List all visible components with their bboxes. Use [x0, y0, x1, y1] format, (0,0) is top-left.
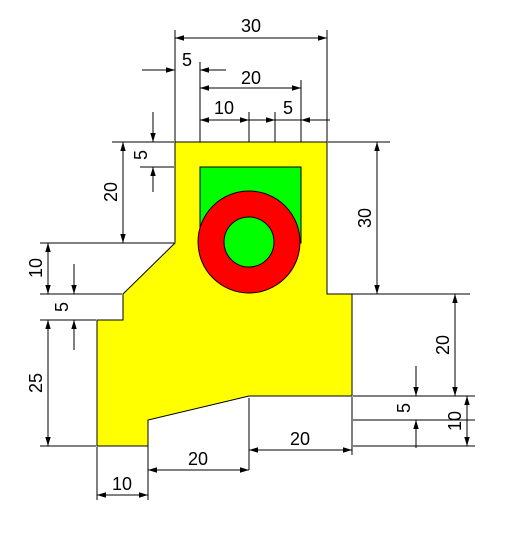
- dim-pocket-right: 5: [283, 98, 293, 118]
- dim-left-offset: 5: [182, 50, 192, 70]
- dim-pocket-width: 20: [241, 68, 261, 88]
- dim-left-lower: 25: [26, 373, 46, 393]
- dimension-lines: [45, 35, 475, 498]
- dim-right-step: 5: [394, 403, 414, 413]
- dim-right-lower: 20: [433, 335, 453, 355]
- dim-bottom-mid: 20: [188, 449, 208, 469]
- dim-chamfer-drop: 10: [26, 258, 46, 278]
- dim-step-height: 5: [52, 302, 72, 312]
- dim-right-bottom: 10: [445, 411, 465, 431]
- hole: [223, 216, 275, 268]
- dim-bottom-right: 20: [290, 429, 310, 449]
- dim-bottom-left: 10: [112, 474, 132, 494]
- dim-top-width: 30: [241, 16, 261, 36]
- dim-pocket-top: 5: [131, 150, 151, 160]
- dim-right-upper: 30: [355, 208, 375, 228]
- dim-left-upper: 20: [101, 182, 121, 202]
- dim-hole-offset: 10: [214, 98, 234, 118]
- dimension-labels: 30 5 20 10 5 5 20 30 10 5 25 20 5 10 20 …: [26, 16, 465, 494]
